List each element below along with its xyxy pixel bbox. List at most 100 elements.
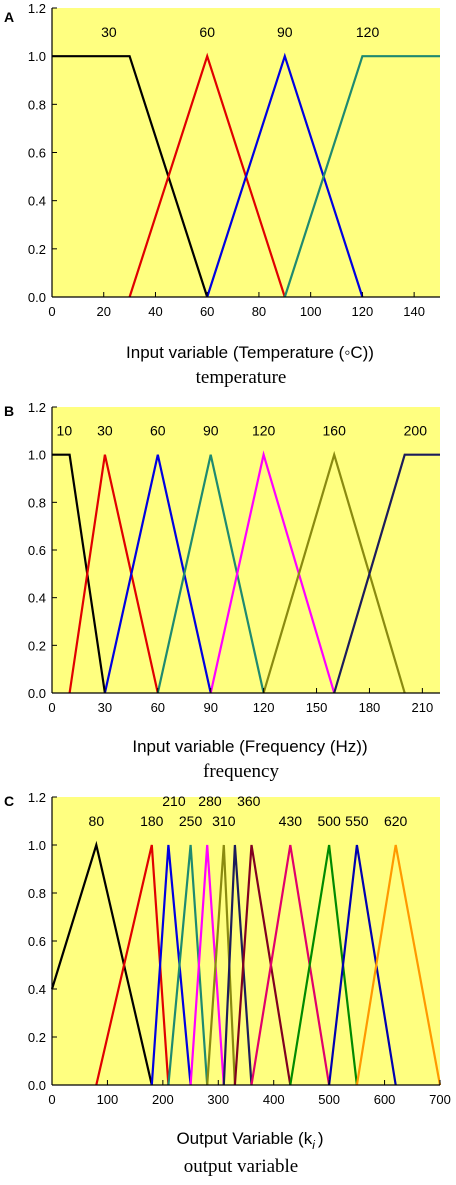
series-label-120: 120 xyxy=(356,24,380,40)
series-label-80: 80 xyxy=(89,813,105,829)
series-label-280: 280 xyxy=(198,793,222,809)
y-tick-label: 0.0 xyxy=(28,686,46,701)
series-line-60 xyxy=(103,454,212,694)
series-line-360 xyxy=(233,844,292,1086)
series-line-160 xyxy=(262,450,406,694)
x-tick-label: 600 xyxy=(374,1092,396,1107)
x-tick-label: 100 xyxy=(300,304,322,319)
y-tick-label: 0.0 xyxy=(28,290,46,305)
x-tick-label: 80 xyxy=(252,304,266,319)
series-line-280 xyxy=(189,844,225,1086)
series-label-120: 120 xyxy=(252,423,276,439)
x-tick-label: 20 xyxy=(96,304,110,319)
y-tick-label: 0.2 xyxy=(28,638,46,653)
panel-letter: C xyxy=(4,793,14,809)
x-tick-label: 120 xyxy=(253,700,275,715)
y-tick-label: 0.4 xyxy=(28,591,46,606)
series-line-210 xyxy=(150,844,192,1086)
series-line-430 xyxy=(250,844,331,1086)
y-tick-label: 1.2 xyxy=(28,400,46,415)
x-tick-label: 40 xyxy=(148,304,162,319)
series-line-200 xyxy=(333,453,440,694)
series-label-200: 200 xyxy=(404,423,428,439)
plot-area xyxy=(52,8,440,297)
series-line-330 xyxy=(222,844,253,1086)
x-tick-label: 60 xyxy=(151,700,165,715)
x-axis-label: Input variable (Frequency (Hz)) xyxy=(132,737,367,756)
series-label-310: 310 xyxy=(212,813,236,829)
y-tick-label: 1.0 xyxy=(28,838,46,853)
y-tick-label: 0.4 xyxy=(28,982,46,997)
series-line-60 xyxy=(128,52,286,298)
x-tick-label: 150 xyxy=(306,700,328,715)
series-label-550: 550 xyxy=(345,813,369,829)
y-tick-label: 0.6 xyxy=(28,543,46,558)
series-line-90 xyxy=(156,454,265,694)
series-label-180: 180 xyxy=(140,813,164,829)
y-tick-label: 0.2 xyxy=(28,242,46,257)
panel-letter: A xyxy=(4,9,14,25)
series-line-620 xyxy=(355,844,442,1086)
x-tick-label: 200 xyxy=(152,1092,174,1107)
x-tick-label: 30 xyxy=(98,700,112,715)
x-tick-label: 180 xyxy=(359,700,381,715)
y-tick-label: 0.4 xyxy=(28,194,46,209)
series-line-250 xyxy=(167,844,209,1086)
plot-area xyxy=(52,797,440,1085)
series-line-80 xyxy=(50,840,153,1086)
chart-panel-a: A 30 60 90 120 0.0 0.2 0.4 0.6 0.8 1.0 1.2 0 20 40 60 80… xyxy=(4,1,440,388)
series-label-30: 30 xyxy=(101,24,117,40)
series-label-90: 90 xyxy=(203,423,219,439)
y-tick-label: 0.0 xyxy=(28,1078,46,1093)
series-label-620: 620 xyxy=(384,813,408,829)
x-tick-label: 90 xyxy=(203,700,217,715)
series-label-250: 250 xyxy=(179,813,203,829)
chart-panel-b: B 10 30 60 90 120 160 200 0.0 0.2 0.4 0.6 0.8 1.0 1.2 0… xyxy=(4,400,440,782)
x-tick-label: 120 xyxy=(352,304,374,319)
y-tick-label: 0.6 xyxy=(28,934,46,949)
series-line-10 xyxy=(52,453,106,694)
y-tick-label: 0.2 xyxy=(28,1030,46,1045)
x-tick-label: 500 xyxy=(318,1092,340,1107)
series-label-500: 500 xyxy=(317,813,341,829)
x-tick-label: 0 xyxy=(48,1092,55,1107)
x-tick-label: 100 xyxy=(97,1092,119,1107)
series-label-60: 60 xyxy=(150,423,166,439)
y-tick-label: 0.8 xyxy=(28,886,46,901)
series-line-120 xyxy=(283,55,440,298)
series-label-210: 210 xyxy=(162,793,186,809)
series-line-310 xyxy=(206,844,236,1086)
x-tick-label: 0 xyxy=(48,304,55,319)
panel-caption: temperature xyxy=(196,367,287,388)
y-tick-label: 1.0 xyxy=(28,49,46,64)
plot-area xyxy=(52,407,440,693)
series-label-30: 30 xyxy=(97,423,113,439)
series-line-180 xyxy=(95,844,170,1086)
y-tick-label: 1.2 xyxy=(28,1,46,16)
series-line-500 xyxy=(289,844,358,1086)
x-tick-label: 140 xyxy=(403,304,425,319)
series-label-60: 60 xyxy=(199,24,215,40)
series-label-90: 90 xyxy=(277,24,293,40)
series-line-30 xyxy=(68,454,159,694)
x-tick-label: 700 xyxy=(429,1092,451,1107)
series-line-550 xyxy=(328,844,397,1086)
x-tick-label: 300 xyxy=(207,1092,229,1107)
series-line-90 xyxy=(206,52,364,298)
series-label-360: 360 xyxy=(237,793,261,809)
panel-caption: output variable xyxy=(184,1156,299,1177)
x-axis-label: Output Variable (ki) xyxy=(176,1129,323,1152)
series-line-120 xyxy=(209,450,336,694)
y-tick-label: 0.8 xyxy=(28,97,46,112)
series-line-30 xyxy=(52,55,209,298)
y-tick-label: 0.6 xyxy=(28,146,46,161)
series-label-430: 430 xyxy=(279,813,303,829)
series-label-160: 160 xyxy=(323,423,347,439)
panel-caption: frequency xyxy=(203,761,279,782)
panel-letter: B xyxy=(4,403,14,419)
x-tick-label: 400 xyxy=(263,1092,285,1107)
y-tick-label: 1.0 xyxy=(28,448,46,463)
x-tick-label: 60 xyxy=(200,304,214,319)
